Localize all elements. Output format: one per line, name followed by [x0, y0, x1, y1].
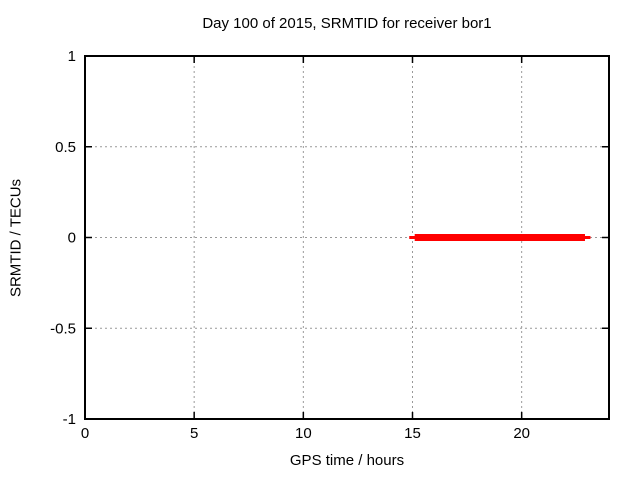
x-tick-label: 0 — [81, 425, 89, 442]
y-tick-label: -0.5 — [50, 320, 76, 337]
chart-title: Day 100 of 2015, SRMTID for receiver bor… — [202, 15, 492, 32]
y-tick-label: -1 — [63, 411, 76, 428]
y-tick-label: 1 — [68, 48, 76, 65]
x-tick-label: 5 — [190, 425, 198, 442]
x-tick-label: 15 — [404, 425, 421, 442]
x-tick-label: 20 — [513, 425, 530, 442]
x-axis-label: GPS time / hours — [289, 452, 405, 469]
x-tick-label: 10 — [295, 425, 312, 442]
y-tick-label: 0 — [68, 230, 76, 247]
y-tick-label: 0.5 — [55, 139, 76, 156]
